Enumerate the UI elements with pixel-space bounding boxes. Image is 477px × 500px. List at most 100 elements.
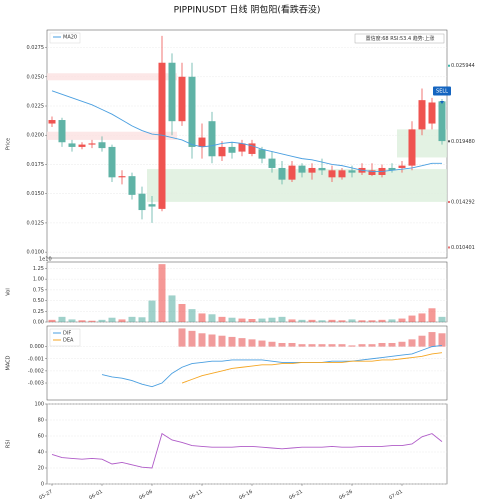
candle-body: [418, 100, 426, 130]
macd-bar: [288, 342, 296, 347]
volume-bar: [238, 318, 246, 322]
macd-bar: [378, 342, 386, 347]
ma-line: [51, 90, 442, 172]
y-tick-label: 0.50: [33, 298, 44, 304]
x-tick-label: 06-26: [338, 489, 354, 500]
y-tick-label: 1.25: [33, 266, 44, 272]
macd-bar: [218, 335, 226, 347]
y-tick-label: 80: [38, 418, 44, 424]
candle-body: [368, 170, 376, 175]
chart-title: PIPPINUSDT 日线 阴包阳(看跌吞没): [174, 4, 321, 16]
y-tick-label: 0.0150: [27, 191, 45, 197]
volume-bar: [388, 319, 396, 322]
candle-body: [388, 167, 396, 171]
annotation-text: SELL: [436, 88, 448, 94]
volume-bar: [98, 319, 106, 322]
x-tick-label: 06-01: [88, 489, 104, 500]
indicator-line: [101, 344, 443, 388]
level-label: 0.014292: [451, 199, 475, 205]
volume-bar: [118, 319, 126, 322]
macd-bar: [298, 344, 306, 347]
level-label: 0.010401: [451, 245, 475, 251]
y-tick-label: 1.00: [33, 277, 44, 283]
panel-frame: [46, 403, 448, 485]
volume-bar: [268, 317, 276, 322]
level-marker: [448, 200, 450, 203]
volume-bar: [348, 319, 356, 322]
candle-body: [328, 170, 336, 178]
y-tick-label: 0.00: [33, 320, 44, 326]
candle-body: [98, 142, 106, 149]
macd-bar: [268, 341, 276, 347]
volume-bar: [128, 316, 136, 322]
y-tick-label: 0.0225: [27, 104, 45, 110]
x-tick-label: 06-11: [188, 489, 204, 500]
macd-bar: [438, 333, 446, 347]
volume-bar: [198, 313, 206, 322]
volume-bar: [138, 317, 146, 322]
candle-body: [118, 176, 126, 178]
scale-label: 1e10: [39, 257, 52, 263]
annotation-arrow: [440, 100, 444, 104]
y-axis-label: Vol: [6, 288, 12, 295]
volume-bar: [158, 264, 166, 322]
candle-body: [278, 167, 286, 180]
y-tick-label: 40: [38, 450, 44, 456]
candle-body: [288, 165, 296, 180]
y-tick-label: 0.0275: [27, 45, 45, 51]
y-tick-label: 0.000: [30, 344, 44, 350]
volume-bar: [258, 318, 266, 322]
volume-bar: [418, 313, 426, 322]
x-tick-label: 06-06: [138, 489, 154, 500]
volume-bar: [88, 320, 96, 322]
macd-bar: [368, 344, 376, 347]
macd-bar: [258, 340, 266, 347]
volume-bar: [58, 316, 66, 322]
y-tick-label: 0.25: [33, 309, 44, 315]
macd-bar: [248, 339, 256, 347]
macd-bar: [418, 335, 426, 347]
volume-bar: [108, 317, 116, 322]
candle-body: [338, 170, 346, 178]
volume-bar: [408, 315, 416, 322]
legend-label: DEA: [63, 338, 74, 344]
candle-body: [308, 167, 316, 173]
macd-bar: [208, 334, 216, 347]
y-tick-label: -0.001: [28, 356, 44, 362]
y-tick-label: 0.0200: [27, 133, 45, 139]
level-marker: [448, 140, 450, 143]
y-axis-label: Price: [6, 138, 12, 150]
annotation-box: [433, 86, 451, 96]
volume-bar: [78, 320, 86, 322]
zone: [47, 73, 177, 81]
volume-bar: [48, 319, 56, 322]
candle-body: [398, 165, 406, 168]
indicator-line: [181, 352, 443, 384]
candle-body: [68, 143, 76, 147]
candle-body: [88, 143, 96, 145]
y-axis-label: MACD: [6, 355, 12, 370]
volume-bar: [338, 320, 346, 322]
macd-bar: [308, 344, 316, 347]
volume-bar: [68, 319, 76, 322]
volume-bar: [218, 316, 226, 322]
x-tick-label: 06-21: [288, 489, 304, 500]
x-tick-label: 06-16: [238, 489, 254, 500]
panel-frame: [46, 261, 448, 323]
candle-body: [438, 101, 446, 142]
rsi-line: [51, 432, 443, 469]
level-marker: [448, 246, 450, 249]
y-tick-label: 60: [38, 434, 44, 440]
volume-bar: [148, 300, 156, 322]
volume-bar: [248, 319, 256, 322]
candle-body: [178, 76, 186, 122]
candle-body: [168, 62, 176, 122]
macd-bar: [398, 341, 406, 347]
volume-bar: [298, 319, 306, 322]
x-tick-label: 05-27: [38, 489, 54, 500]
macd-bar: [388, 342, 396, 347]
candle-body: [248, 143, 256, 154]
volume-bar: [318, 320, 326, 322]
candle-body: [188, 76, 196, 147]
